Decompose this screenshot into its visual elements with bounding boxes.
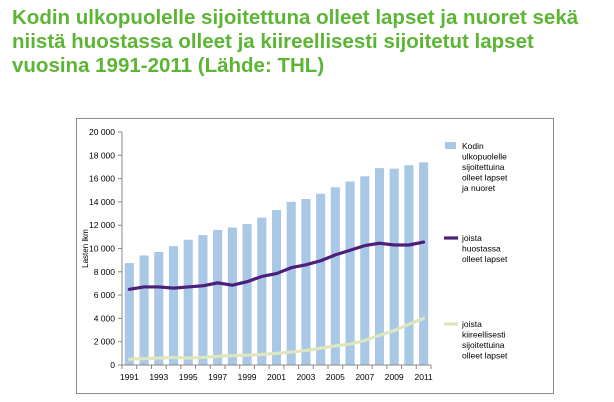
legend-label: sijoitettuina	[462, 162, 505, 172]
bar-1994	[168, 246, 179, 365]
bar-2011	[419, 162, 429, 365]
chart: 0 2 000 4 000 6 000 8 000 10 000 12 000 14 000 1…	[81, 127, 508, 382]
bar-2009	[389, 168, 399, 365]
x-tick-label: 2001	[267, 372, 286, 382]
legend-label: joista	[461, 233, 482, 243]
bar-2010	[404, 165, 414, 365]
bar-1995	[183, 239, 193, 365]
legend-label: olleet lapset	[462, 254, 508, 264]
y-tick-label: 14 000	[89, 197, 115, 207]
lines-layer	[127, 240, 426, 361]
y-tick-label: 18 000	[89, 150, 115, 160]
y-tick-label: 2 000	[94, 337, 116, 347]
bar-1991	[124, 263, 134, 365]
legend-label: huostassa	[462, 244, 501, 254]
bar-2000	[257, 217, 267, 365]
x-tick-label: 2005	[326, 372, 345, 382]
y-tick-label: 4 000	[94, 313, 116, 323]
bar-1993	[154, 252, 164, 365]
bar-2004	[316, 193, 326, 365]
bar-2005	[330, 187, 340, 365]
bar-2007	[360, 176, 370, 365]
bar-1998	[227, 227, 237, 365]
y-tick-label: 0	[110, 360, 115, 370]
x-tick-label: 1991	[120, 372, 139, 382]
slide-title: Kodin ulkopuolelle sijoitettuna olleet l…	[12, 6, 579, 77]
chart-frame: 0 2 000 4 000 6 000 8 000 10 000 12 000 14 000 1…	[76, 118, 554, 394]
legend-label: sijoitettuina	[462, 340, 505, 350]
y-tick-label: 12 000	[89, 220, 115, 230]
bar-2002	[286, 201, 296, 365]
axes-layer: 0 2 000 4 000 6 000 8 000 10 000 12 000 14 000 1…	[81, 127, 433, 382]
bar-1992	[139, 255, 149, 365]
legend-label: ja nuoret	[461, 183, 496, 193]
legend-label: olleet lapset	[462, 351, 508, 361]
y-axis-label: Lasten lkm	[81, 229, 90, 268]
legend-label: kiireellisesti	[462, 330, 506, 340]
series-line-2	[127, 316, 426, 361]
legend-label: ulkopuolelle	[462, 152, 507, 162]
x-tick-label: 2007	[355, 372, 374, 382]
legend-swatch-bars	[445, 142, 456, 149]
x-tick-label: 1993	[149, 372, 168, 382]
bar-1997	[213, 229, 223, 365]
x-tick-label: 1995	[179, 372, 198, 382]
legend-label: olleet lapset	[462, 173, 508, 183]
x-tick-label: 2011	[415, 372, 434, 382]
y-tick-label: 6 000	[94, 290, 116, 300]
y-tick-label: 16 000	[89, 174, 115, 184]
bar-2003	[301, 198, 311, 365]
bar-2006	[345, 181, 355, 365]
series-line-1	[127, 240, 426, 291]
bar-1999	[242, 224, 252, 365]
legend-label: Kodin	[462, 141, 484, 151]
x-tick-label: 2003	[296, 372, 315, 382]
y-tick-label: 8 000	[94, 267, 116, 277]
y-tick-label: 10 000	[89, 244, 115, 254]
bar-1996	[198, 235, 208, 365]
y-tick-label: 20 000	[89, 127, 115, 137]
x-tick-label: 1999	[238, 372, 257, 382]
bar-2008	[374, 168, 385, 365]
x-tick-label: 2009	[385, 372, 404, 382]
legend-label: joista	[461, 319, 482, 329]
bars-layer	[124, 162, 429, 365]
x-tick-label: 1997	[208, 372, 227, 382]
bar-2001	[271, 210, 282, 365]
